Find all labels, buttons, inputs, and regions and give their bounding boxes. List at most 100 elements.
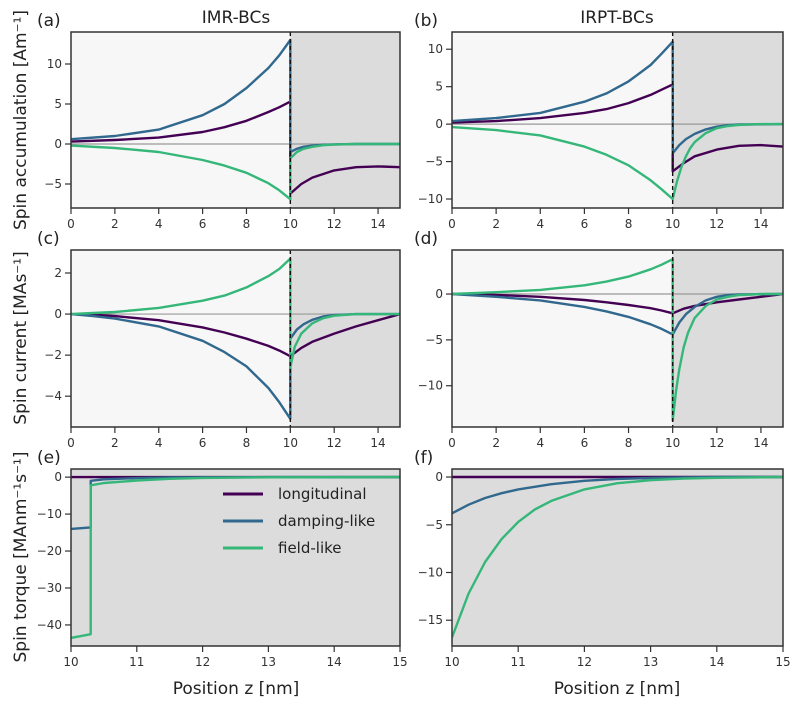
x-tick-label: 6 [199,436,207,450]
series-longitudinal [452,83,783,173]
axes-frame [70,31,401,209]
series-group [71,475,400,640]
fm-region-background [672,250,783,427]
x-tick-label: 14 [370,436,385,450]
x-tick-label: 14 [753,436,768,450]
axes-frame [70,468,401,647]
series-longitudinal [452,292,783,315]
x-tick-label: 10 [63,655,78,669]
x-tick-label: 11 [129,655,144,669]
y-tick-label: 2 [54,266,62,280]
x-tick-label: 6 [581,217,589,231]
x-tick-label: 12 [577,655,592,669]
y-tick-label: 5 [435,80,443,94]
x-tick-label: 12 [327,436,342,450]
fm-region-background [290,250,400,427]
panel-e: 10 11 12 13 14 15 −40 −30 −20 −10 0 (e) [37,448,408,669]
panel-label-d: (d) [414,229,438,249]
x-tick-label: 15 [392,655,407,669]
x-tick-label: 14 [370,217,385,231]
series-damping-like [452,475,783,515]
x-tick-label: 10 [283,217,298,231]
x-tick-label: 4 [155,436,163,450]
xlabel-left: Position z [nm] [173,679,300,699]
x-tick-label: 6 [581,436,589,450]
x-tick-label: 0 [448,436,456,450]
x-tick-label: 12 [709,217,724,231]
x-tick-label: 14 [709,655,724,669]
axes-frame [451,249,784,428]
y-tick-label: 10 [47,57,62,71]
x-tick-label: 4 [536,217,544,231]
y-tick-label: −15 [418,613,443,627]
panel-c: 0 2 4 6 8 10 12 14 −4 −2 0 2 (c) [37,229,401,450]
y-tick-label: −2 [44,348,62,362]
axes-frame [70,249,401,428]
x-tick-label: 12 [195,655,210,669]
series-damping-like [71,312,400,420]
x-tick-label: 0 [67,217,75,231]
ylabel-spin-current: Spin current [MAs⁻¹] [11,251,31,424]
panel-label-b: (b) [414,11,438,31]
x-tick-label: 15 [775,655,790,669]
fm-region-background [672,32,783,208]
y-tick-label: 10 [428,42,443,56]
y-tick-label: 0 [435,470,443,484]
y-tick-label: −5 [425,333,443,347]
x-tick-label: 6 [199,217,207,231]
series-field-like [71,142,400,201]
series-field-like [71,475,400,640]
panels: 0 2 4 6 8 10 12 14 −5 0 5 10 (a) 0 2 4 6 8 10 12 14 −10 −5 0 5 10… [37,11,791,669]
series-longitudinal [71,312,400,358]
x-tick-label: 2 [492,436,500,450]
x-tick-label: 10 [665,436,680,450]
y-tick-label: −5 [44,177,62,191]
ylabel-spin-accumulation: Spin accumulation [Am⁻¹] [11,10,31,230]
x-tick-label: 8 [625,436,633,450]
panel-b: 0 2 4 6 8 10 12 14 −10 −5 0 5 10 (b) [414,11,784,231]
y-tick-label: −10 [418,565,443,579]
panel-a: 0 2 4 6 8 10 12 14 −5 0 5 10 (a) [37,11,401,231]
y-tick-label: −40 [37,618,62,632]
y-tick-label: 5 [54,97,62,111]
axes-frame [451,31,784,209]
x-tick-label: 12 [327,217,342,231]
y-tick-label: 0 [435,117,443,131]
x-tick-label: 4 [155,217,163,231]
y-tick-label: −20 [37,544,62,558]
y-tick-label: −5 [425,518,443,532]
x-tick-label: 14 [753,217,768,231]
x-tick-label: 12 [709,436,724,450]
panel-label-e: (e) [37,448,61,468]
legend-label-damping-like: damping-like [278,512,375,530]
x-tick-label: 2 [111,436,119,450]
x-tick-label: 13 [643,655,658,669]
x-tick-label: 4 [536,436,544,450]
x-tick-label: 0 [448,217,456,231]
y-tick-label: −10 [418,379,443,393]
y-tick-label: 0 [54,307,62,321]
panel-d: 0 2 4 6 8 10 12 14 −10 −5 0 (d) [414,229,784,450]
x-tick-label: 10 [665,217,680,231]
series-group [71,257,400,420]
series-field-like [452,258,783,422]
axes-frame [451,468,784,647]
x-tick-label: 2 [111,217,119,231]
x-tick-label: 0 [67,436,75,450]
series-field-like [71,257,400,369]
legend: longitudinal damping-like field-like [223,485,375,557]
panel-f: 10 11 12 13 14 15 −15 −10 −5 0(f) [414,448,791,669]
y-tick-label: −30 [37,581,62,595]
x-tick-label: 8 [243,436,251,450]
x-tick-label: 8 [625,217,633,231]
xlabel-right: Position z [nm] [554,679,681,699]
x-tick-label: 10 [283,436,298,450]
ylabel-spin-torque: Spin torque [MAnm⁻¹s⁻¹] [11,452,31,663]
y-tick-label: 0 [435,287,443,301]
y-tick-label: 0 [54,137,62,151]
x-tick-label: 2 [492,217,500,231]
series-field-like [452,475,783,638]
panel-label-a: (a) [37,11,61,31]
y-tick-label: −5 [425,155,443,169]
